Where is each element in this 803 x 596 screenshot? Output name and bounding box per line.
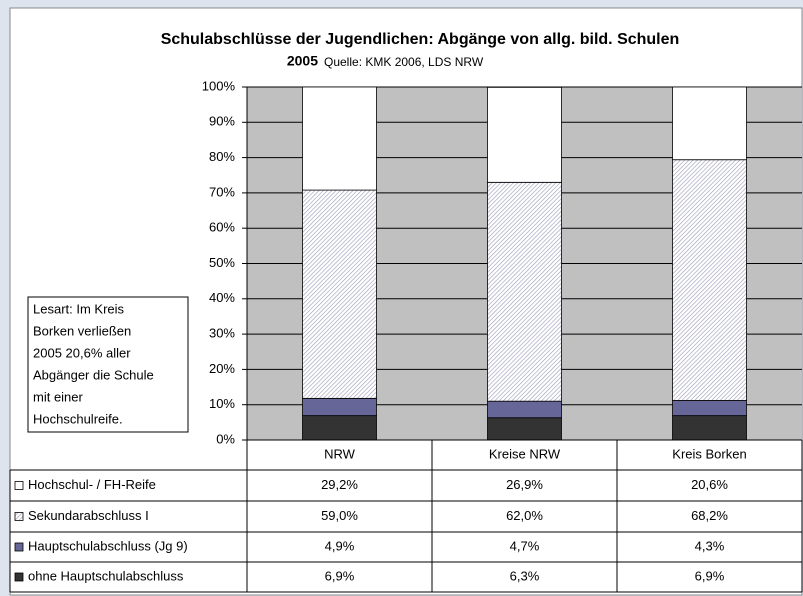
data-label: 29,2% [321,477,358,492]
data-label: 6,9% [325,568,355,583]
bar-segment [302,397,377,417]
data-label: 26,9% [506,477,543,492]
annotation-text: Borken verließen [33,323,131,338]
annotation-box [27,296,189,433]
legend-marker [14,512,24,521]
y-tick-label: 80% [209,149,235,164]
annotation-text: Lesart: Im Kreis [33,301,125,316]
annotation-text: mit einer [33,389,84,404]
chart-title: Schulabschlüsse der Jugendlichen: Abgäng… [161,31,680,48]
x-tick-label: Kreis Borken [672,446,746,461]
legend-label: ohne Hauptschulabschluss [28,568,184,583]
y-tick-label: 50% [209,255,235,270]
bar-segment [672,415,747,441]
legend-label: Hauptschulabschluss (Jg 9) [28,538,188,553]
bar-segment [302,189,377,399]
bar-segment [487,86,562,183]
y-tick-label: 70% [209,184,235,199]
chart-subtitle: 2005 [287,53,318,69]
bar-segment [487,181,562,402]
chart-source: Quelle: KMK 2006, LDS NRW [324,55,484,69]
data-label: 6,9% [695,568,725,583]
bar-segment [302,415,377,441]
y-tick-label: 90% [209,114,235,129]
bar-segment [487,417,562,441]
annotation-text: Abgänger die Schule [33,367,154,382]
y-tick-label: 10% [209,396,235,411]
y-tick-label: 20% [209,361,235,376]
y-tick-label: 0% [216,431,235,446]
legend-marker [14,572,24,582]
x-tick-label: NRW [324,446,356,461]
data-label: 20,6% [691,477,728,492]
y-tick-label: 40% [209,290,235,305]
y-tick-label: 30% [209,326,235,341]
data-label: 62,0% [506,508,543,523]
bar-segment [672,400,747,417]
y-tick-label: 100% [202,78,236,93]
bar-segment [302,86,377,191]
data-label: 4,9% [325,538,355,553]
legend-label: Sekundarabschluss I [28,508,149,523]
legend-label: Hochschul- / FH-Reife [28,477,156,492]
data-label: 4,3% [695,538,725,553]
data-label: 68,2% [691,508,728,523]
legend-marker [14,481,24,490]
data-label: 59,0% [321,508,358,523]
bar-segment [487,400,562,419]
data-label: 6,3% [510,568,540,583]
annotation-text: Hochschulreife. [33,411,123,426]
annotation-text: 2005 20,6% aller [33,345,131,360]
bar-segment [672,159,747,401]
y-tick-label: 60% [209,220,235,235]
data-label: 4,7% [510,538,540,553]
x-tick-label: Kreise NRW [489,446,561,461]
bar-segment [672,86,747,161]
legend-marker [14,542,24,552]
